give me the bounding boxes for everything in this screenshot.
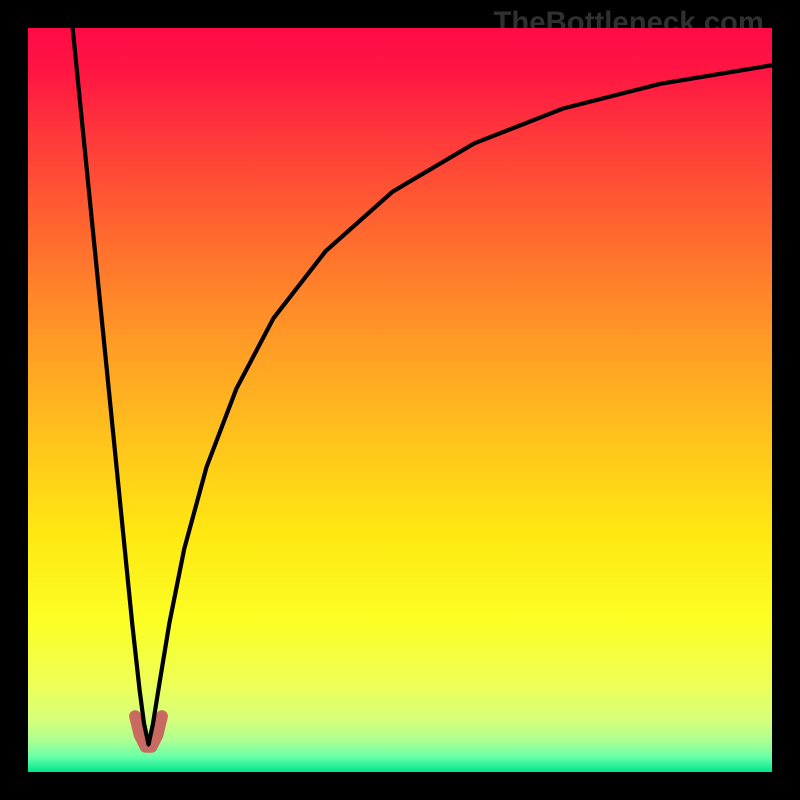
plot-area — [28, 28, 772, 772]
curve-layer — [28, 28, 772, 772]
bottleneck-chart-figure: TheBottleneck.com — [0, 0, 800, 800]
bottleneck-curve — [73, 28, 772, 744]
